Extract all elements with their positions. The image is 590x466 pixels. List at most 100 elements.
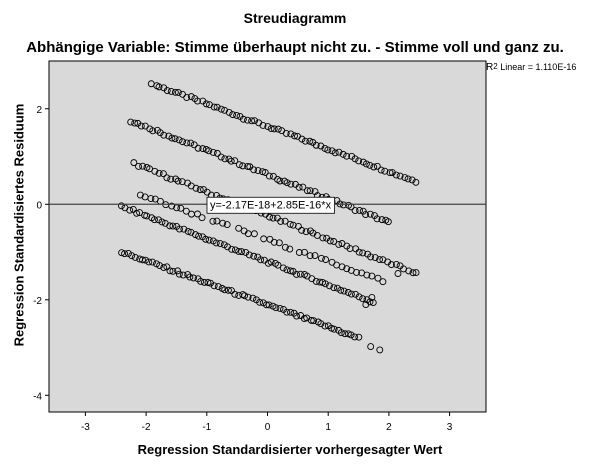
- data-point: [251, 117, 259, 125]
- fit-equation-box: [206, 196, 335, 214]
- data-point: [133, 209, 141, 217]
- data-point: [126, 206, 134, 214]
- data-point: [256, 298, 264, 306]
- data-point: [266, 213, 273, 221]
- data-point: [299, 183, 307, 191]
- data-point: [306, 187, 314, 195]
- data-point: [331, 149, 339, 157]
- data-point: [167, 88, 175, 95]
- data-point: [239, 115, 247, 123]
- x-tick-label: 2: [386, 422, 392, 433]
- data-point: [168, 202, 176, 210]
- data-point: [169, 222, 177, 230]
- data-point: [276, 177, 284, 185]
- data-point: [250, 230, 258, 238]
- data-point: [270, 125, 278, 133]
- data-point: [139, 162, 147, 170]
- data-point: [176, 225, 183, 233]
- data-point: [221, 286, 229, 294]
- data-point: [166, 222, 174, 230]
- data-point: [381, 167, 389, 175]
- data-point: [384, 218, 392, 226]
- data-point: [326, 237, 334, 245]
- data-point: [257, 256, 265, 264]
- data-point: [151, 167, 159, 175]
- data-point: [298, 226, 306, 234]
- data-point: [340, 287, 348, 295]
- data-point: [183, 94, 191, 101]
- data-point: [296, 270, 304, 278]
- data-point: [175, 136, 183, 144]
- data-point: [312, 277, 320, 285]
- data-point: [131, 119, 139, 127]
- data-point: [353, 268, 360, 276]
- data-point: [286, 220, 294, 228]
- data-point: [376, 346, 384, 354]
- data-point: [341, 330, 349, 338]
- data-point: [324, 146, 332, 154]
- data-point: [244, 116, 251, 124]
- data-point: [352, 290, 359, 298]
- data-point: [335, 148, 343, 156]
- data-point: [267, 125, 275, 132]
- data-point: [356, 206, 364, 214]
- data-point: [321, 280, 329, 288]
- data-point: [343, 152, 351, 160]
- data-point: [289, 221, 297, 229]
- data-point: [160, 131, 168, 139]
- data-point: [182, 207, 190, 215]
- data-point: [235, 161, 243, 169]
- data-point: [190, 141, 198, 149]
- data-point: [117, 202, 125, 210]
- data-point: [359, 295, 367, 303]
- data-point: [405, 267, 413, 275]
- data-point: [265, 301, 273, 309]
- data-point: [351, 155, 359, 163]
- data-point: [194, 144, 202, 152]
- data-point: [272, 304, 280, 312]
- data-point: [267, 258, 275, 266]
- data-point: [295, 183, 303, 191]
- data-point: [231, 246, 239, 254]
- data-point: [355, 293, 363, 301]
- data-point: [362, 160, 370, 168]
- data-point: [158, 218, 166, 226]
- data-point: [373, 215, 381, 223]
- data-point: [313, 231, 321, 239]
- data-point: [192, 184, 200, 192]
- data-point: [223, 221, 231, 228]
- data-point: [136, 209, 144, 216]
- data-point: [259, 168, 266, 176]
- data-point: [270, 238, 278, 246]
- data-point: [179, 90, 186, 98]
- data-point: [355, 333, 363, 341]
- data-point: [228, 245, 236, 253]
- data-point: [194, 97, 201, 105]
- data-point: [282, 129, 290, 137]
- data-point: [174, 267, 182, 275]
- data-point: [311, 188, 319, 196]
- data-point: [174, 89, 182, 96]
- data-point: [155, 83, 163, 91]
- data-point: [291, 132, 298, 140]
- data-point: [231, 290, 239, 298]
- data-point: [307, 316, 315, 324]
- data-point: [373, 162, 381, 170]
- data-point: [283, 266, 291, 274]
- x-axis: -3 -2 -1 0 1 2 3: [81, 412, 453, 433]
- r2-label: R: [486, 62, 494, 73]
- data-point: [377, 166, 385, 174]
- data-point: [287, 308, 294, 316]
- data-point: [235, 224, 243, 232]
- data-point: [283, 308, 291, 316]
- data-point: [378, 216, 386, 224]
- data-point: [214, 283, 222, 291]
- data-point: [169, 267, 177, 275]
- data-point: [337, 286, 345, 294]
- data-point: [131, 254, 139, 261]
- data-point: [213, 217, 221, 225]
- data-point: [195, 232, 203, 240]
- x-tick-label: 3: [447, 422, 453, 433]
- data-point: [376, 256, 383, 264]
